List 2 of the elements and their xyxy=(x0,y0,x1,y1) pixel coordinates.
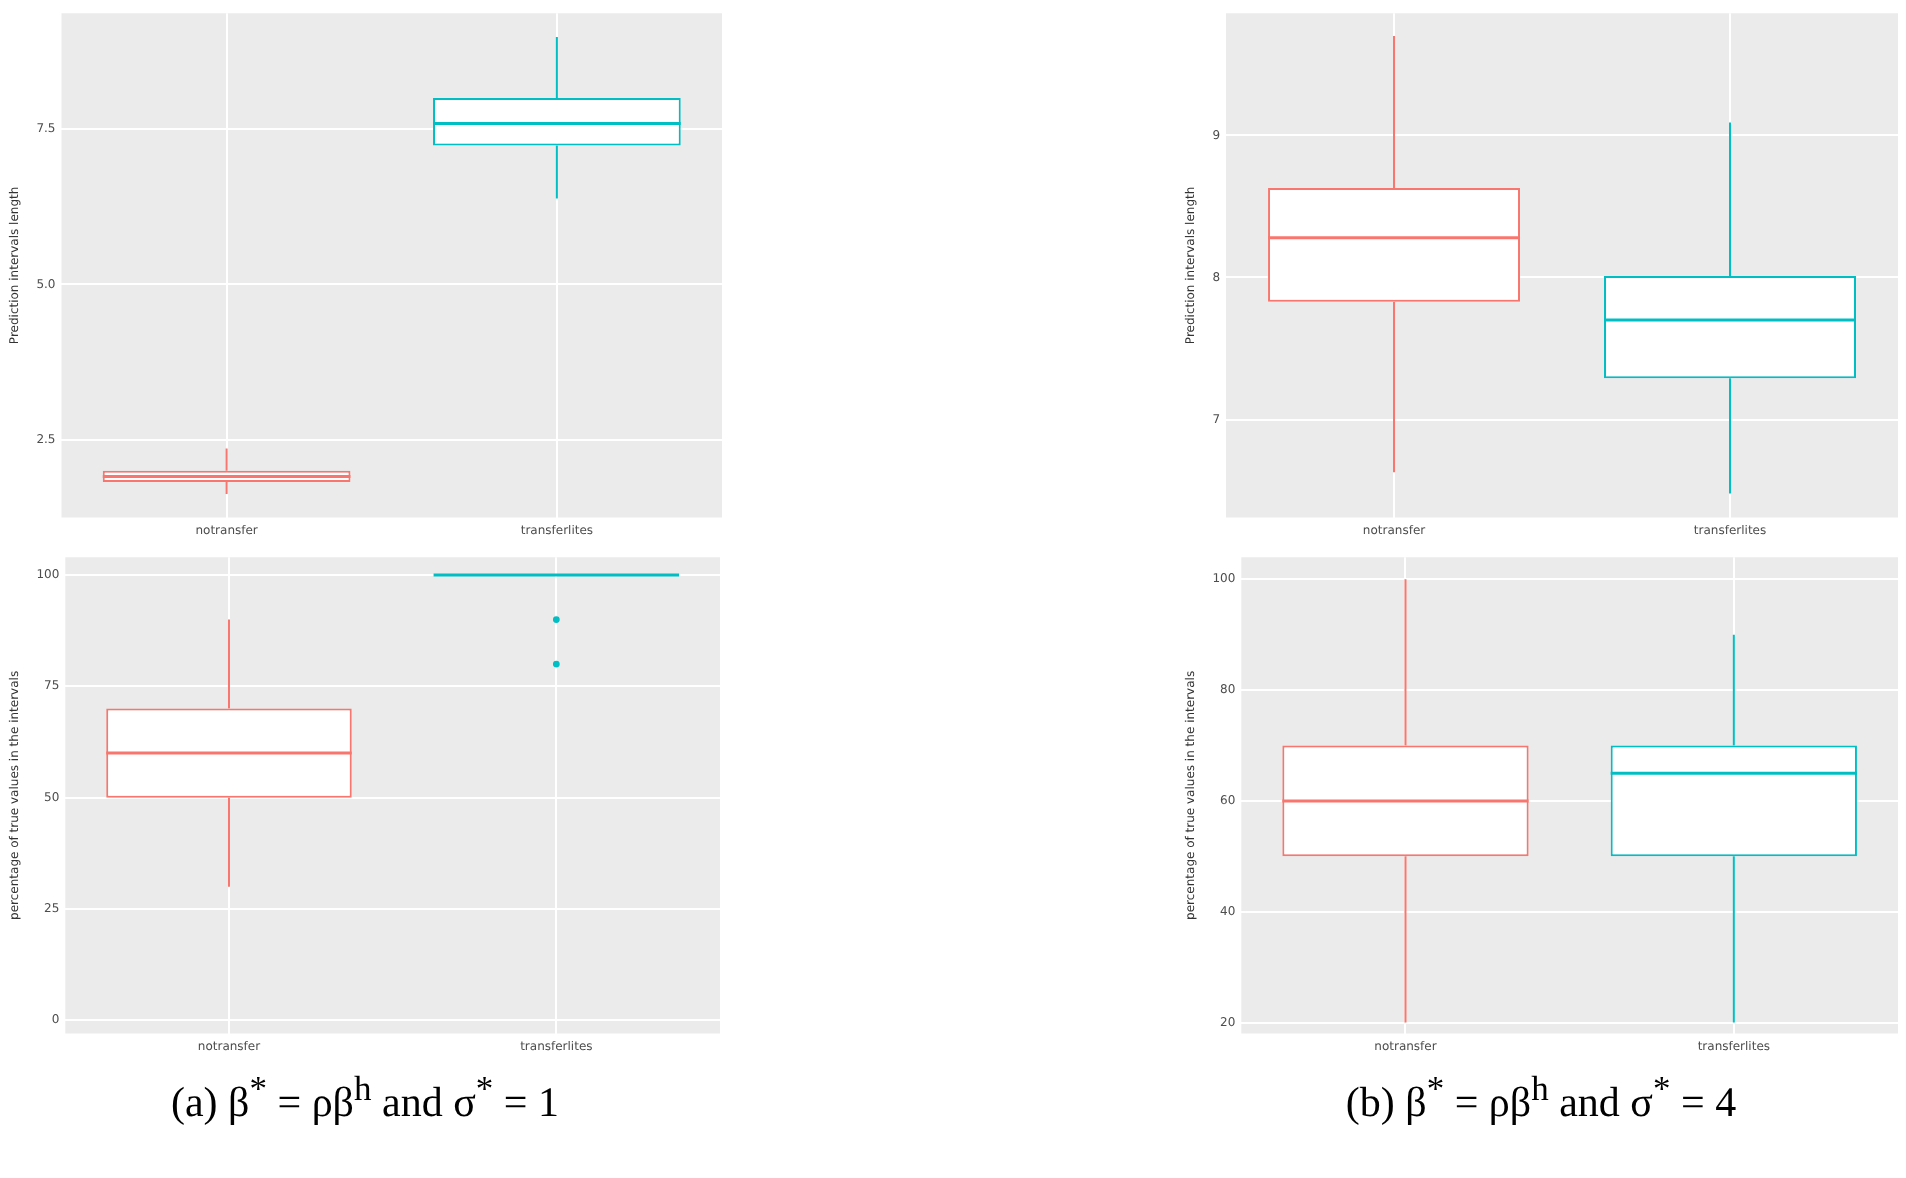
text: (b) β$^{*}$ = ρβ$^{h}$ and σ$^{*}$ = 4 xyxy=(1343,1068,1739,1128)
text: (a) β$^{*}$ = ρβ$^{h}$ and σ$^{*}$ = 1 xyxy=(168,1068,561,1128)
